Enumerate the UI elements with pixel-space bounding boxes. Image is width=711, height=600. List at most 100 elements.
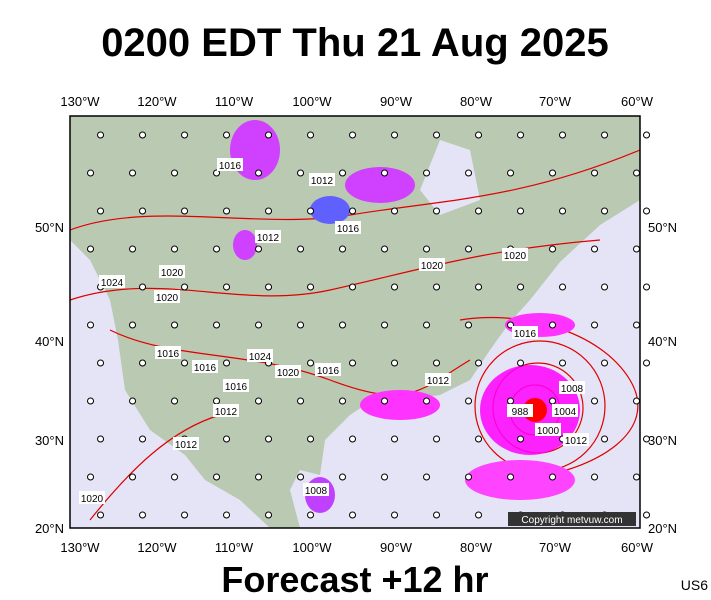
station	[339, 321, 347, 329]
isobar-label-box	[154, 290, 180, 303]
station	[129, 245, 137, 253]
isobar-label: 1016	[337, 224, 360, 235]
lat-label-right: 20°N	[648, 521, 677, 536]
station	[265, 435, 273, 443]
station	[181, 207, 189, 215]
station	[601, 435, 609, 443]
lon-label-top: 70°W	[539, 94, 572, 109]
isobar-label-box	[309, 173, 335, 186]
lon-label-bottom: 100°W	[292, 540, 332, 555]
station	[339, 245, 347, 253]
station	[517, 435, 525, 443]
station	[517, 283, 525, 291]
station	[349, 359, 357, 367]
station	[423, 321, 431, 329]
station	[465, 245, 473, 253]
isobar-label-box	[217, 158, 243, 171]
station	[549, 245, 557, 253]
lat-label-right: 40°N	[648, 334, 677, 349]
lat-label-left: 50°N	[35, 220, 64, 235]
isobar-label-box	[502, 248, 528, 261]
station	[171, 245, 179, 253]
station	[223, 359, 231, 367]
station	[517, 207, 525, 215]
station	[423, 169, 431, 177]
station	[381, 321, 389, 329]
lon-label-top: 60°W	[621, 94, 654, 109]
station	[87, 169, 95, 177]
station	[139, 359, 147, 367]
station	[391, 359, 399, 367]
station	[633, 169, 641, 177]
station	[255, 473, 263, 481]
station	[517, 359, 525, 367]
lat-label-left: 40°N	[35, 334, 64, 349]
station	[223, 283, 231, 291]
station	[475, 207, 483, 215]
isobar-label-box	[419, 258, 445, 271]
station	[559, 207, 567, 215]
station	[475, 283, 483, 291]
station	[223, 131, 231, 139]
lon-label-top: 110°W	[215, 94, 254, 109]
isobar-label-box	[552, 404, 578, 417]
isobar-label: 1020	[504, 251, 527, 262]
station	[265, 131, 273, 139]
title: 0200 EDT Thu 21 Aug 2025	[101, 21, 609, 65]
isobar-label: 1024	[249, 352, 272, 363]
lon-label-bottom: 110°W	[215, 540, 254, 555]
station	[97, 359, 105, 367]
station	[213, 169, 221, 177]
isobar-label: 1016	[157, 349, 180, 360]
station	[297, 473, 305, 481]
station	[307, 359, 315, 367]
station	[601, 359, 609, 367]
station	[213, 321, 221, 329]
station	[643, 511, 651, 519]
station	[139, 207, 147, 215]
lon-label-top: 120°W	[137, 94, 177, 109]
isobar-label-box	[223, 379, 249, 392]
lat-label-left: 20°N	[35, 521, 64, 536]
station	[559, 283, 567, 291]
station	[591, 169, 599, 177]
station	[549, 169, 557, 177]
lon-label-bottom: 60°W	[621, 540, 654, 555]
station	[339, 397, 347, 405]
lon-label-bottom: 80°W	[460, 540, 493, 555]
station	[465, 321, 473, 329]
lon-label-top: 130°W	[60, 94, 100, 109]
station	[87, 473, 95, 481]
isobar-label: 1004	[554, 407, 577, 418]
station	[475, 511, 483, 519]
station	[87, 397, 95, 405]
isobar-label: 1016	[317, 366, 340, 377]
station	[643, 131, 651, 139]
station	[129, 473, 137, 481]
station	[339, 169, 347, 177]
station	[139, 131, 147, 139]
station	[643, 435, 651, 443]
station	[171, 321, 179, 329]
station	[433, 207, 441, 215]
lon-label-top: 100°W	[292, 94, 332, 109]
isobar-label: 1016	[219, 161, 242, 172]
station	[381, 397, 389, 405]
lon-label-bottom: 130°W	[60, 540, 100, 555]
station	[381, 169, 389, 177]
station	[381, 245, 389, 253]
lat-label-left: 30°N	[35, 433, 64, 448]
isobar-label: 1012	[311, 176, 334, 187]
station	[391, 207, 399, 215]
station	[475, 131, 483, 139]
station	[139, 511, 147, 519]
isobar-label-box	[512, 326, 538, 339]
station	[643, 359, 651, 367]
station	[549, 321, 557, 329]
station	[255, 321, 263, 329]
station	[171, 397, 179, 405]
isobar-label: 1012	[257, 233, 280, 244]
station	[549, 397, 557, 405]
station	[255, 397, 263, 405]
station	[559, 131, 567, 139]
